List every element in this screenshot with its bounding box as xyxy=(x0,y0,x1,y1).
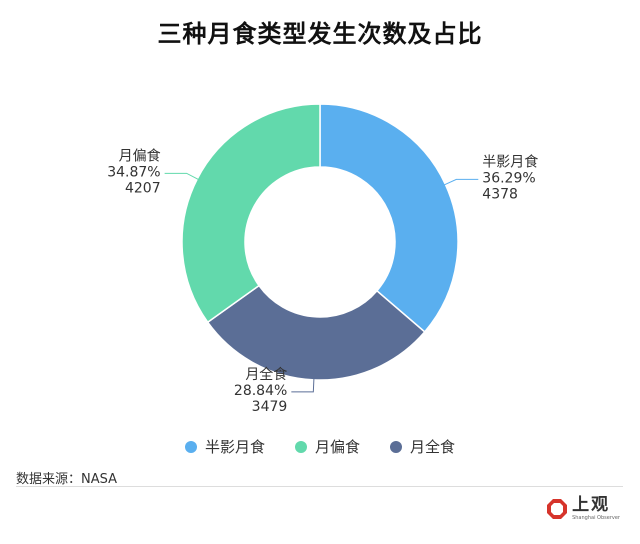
data-source-note: 数据来源：NASA xyxy=(16,472,118,487)
legend-marker-partial xyxy=(294,440,307,453)
legend-item-penumbral[interactable]: 半影月食 xyxy=(184,436,265,457)
legend-marker-penumbral xyxy=(184,440,197,453)
slice-value-partial: 4207 xyxy=(125,180,161,196)
legend-label-penumbral: 半影月食 xyxy=(204,438,265,456)
slice-value-total: 3479 xyxy=(252,399,288,415)
leader-line-penumbral xyxy=(443,178,479,186)
legend-item-partial[interactable]: 月偏食 xyxy=(294,436,360,457)
donut-slice-total[interactable] xyxy=(206,284,426,381)
brand-logo-block: 上观 Shanghai Observer xyxy=(546,497,620,521)
legend-item-total[interactable]: 月全食 xyxy=(390,436,455,457)
donut-slice-partial[interactable] xyxy=(181,103,321,324)
leader-line-total xyxy=(291,377,315,393)
legend-label-total: 月全食 xyxy=(410,438,456,456)
slice-percent-total: 28.84% xyxy=(234,383,287,399)
chart-legend: 半影月食 月偏食 月全食 xyxy=(0,436,640,457)
brand-subtitle: Shanghai Observer xyxy=(572,515,620,521)
brand-name: 上观 xyxy=(572,495,611,515)
slice-label-total: 月全食 xyxy=(245,366,287,383)
chart-title: 三种月食类型发生次数及占比 xyxy=(157,20,483,48)
legend-marker-total xyxy=(390,440,402,453)
slice-label-penumbral: 半影月食 xyxy=(482,153,538,170)
legend-label-partial: 月偏食 xyxy=(314,438,360,456)
slice-percent-partial: 34.87% xyxy=(107,164,160,180)
slice-label-partial: 月偏食 xyxy=(119,147,161,164)
footer-divider xyxy=(16,486,623,487)
leader-line-partial xyxy=(164,172,200,181)
brand-logo-icon xyxy=(547,499,568,519)
slice-value-penumbral: 4378 xyxy=(482,186,518,202)
donut-slice-penumbral[interactable] xyxy=(319,103,459,333)
slice-percent-penumbral: 36.29% xyxy=(482,170,535,186)
